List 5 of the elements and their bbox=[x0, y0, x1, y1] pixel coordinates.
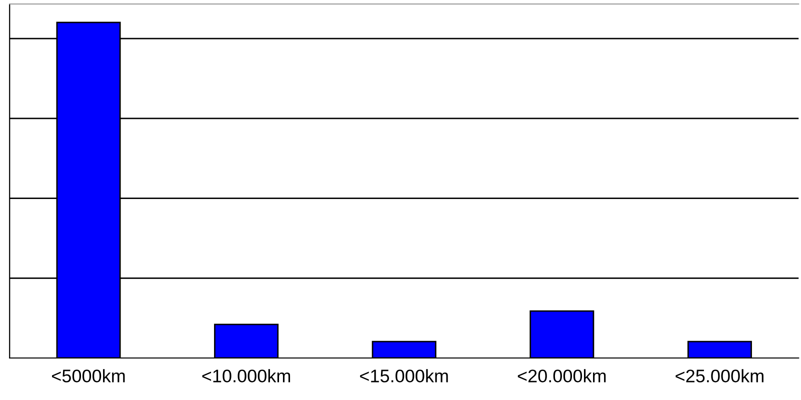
x-tick-label: <15.000km bbox=[360, 369, 448, 382]
x-tick-label: <10.000km bbox=[202, 369, 290, 382]
x-tick-label: <5000km bbox=[52, 369, 125, 382]
x-tick-label: <25.000km bbox=[676, 369, 764, 382]
x-tick-label: <20.000km bbox=[518, 369, 606, 382]
